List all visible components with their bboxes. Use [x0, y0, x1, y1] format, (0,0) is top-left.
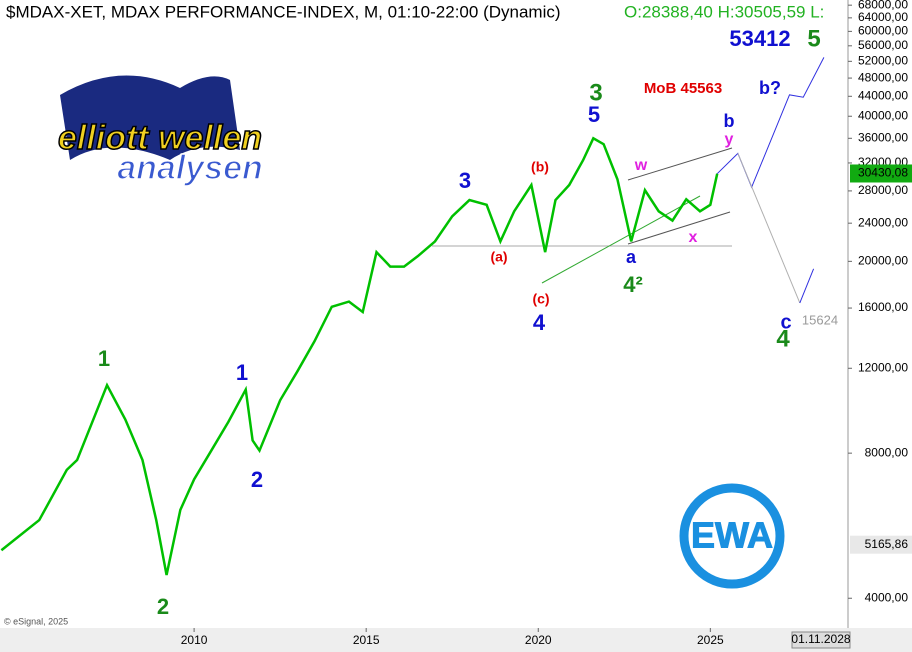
end-date: 01.11.2028	[791, 632, 850, 646]
price-tag: 30430,08	[858, 166, 908, 180]
x-tick-label: 2025	[697, 633, 724, 647]
y-tick-label: 4000,00	[865, 590, 909, 604]
price-tag-box	[850, 164, 912, 183]
trend-lines	[432, 147, 733, 284]
wave-label: w	[634, 157, 648, 174]
price-tag-box	[850, 535, 912, 554]
wave-label: 1	[236, 360, 248, 385]
y-tick-label: 68000,00	[858, 0, 908, 11]
wave-label: (b)	[531, 159, 549, 175]
wave-label: 4	[776, 325, 790, 352]
copyright: © eSignal, 2025	[4, 616, 68, 626]
price-tag: 5165,86	[865, 537, 909, 551]
wave-label: 53412	[729, 26, 790, 51]
x-axis-strip	[0, 628, 912, 652]
x-tick-label: 2015	[353, 633, 380, 647]
projection-line	[799, 268, 815, 304]
y-tick-label: 24000,00	[858, 215, 908, 229]
y-tick-label: 20000,00	[858, 254, 908, 268]
y-tick-label: 28000,00	[858, 183, 908, 197]
wave-label: 15624	[802, 312, 838, 327]
y-tick-label: 36000,00	[858, 130, 908, 144]
wave-label: 3	[459, 168, 471, 193]
wave-label: b?	[759, 78, 781, 98]
x-tick-label: 2020	[525, 633, 552, 647]
projection-line	[716, 57, 825, 189]
chart-title: $MDAX-XET, MDAX PERFORMANCE-INDEX, M, 01…	[6, 2, 561, 21]
end-date-box	[791, 631, 851, 649]
y-tick-label: 64000,00	[858, 10, 908, 24]
logo-line1: elliott wellen	[58, 119, 262, 157]
logo-line2: analysen	[117, 149, 263, 187]
wave-label: (a)	[490, 249, 507, 265]
x-tick-label: 2010	[181, 633, 208, 647]
projection-line	[737, 153, 801, 304]
wave-label: a	[626, 247, 637, 267]
y-tick-label: 48000,00	[858, 70, 908, 84]
wave-label: x	[689, 229, 698, 246]
wave-label: 2	[251, 467, 263, 492]
y-tick-label: 12000,00	[858, 360, 908, 374]
y-tick-label: 52000,00	[858, 53, 908, 67]
wave-label: 4²	[623, 272, 643, 297]
y-tick-label: 60000,00	[858, 24, 908, 38]
logo: elliott wellen analysen EWA	[57, 75, 785, 589]
y-tick-label: 16000,00	[858, 300, 908, 314]
chart-subtitle: O:28388,40 H:30505,59 L:	[624, 2, 824, 21]
y-tick-label: 56000,00	[858, 38, 908, 52]
price-line	[0, 136, 719, 576]
wave-label: (c)	[532, 291, 549, 307]
wave-label: 5	[807, 25, 820, 52]
wave-label: 4	[533, 310, 546, 335]
wave-label: y	[725, 131, 734, 148]
wave-label: 2	[157, 594, 169, 619]
wave-label: 5	[588, 102, 600, 127]
y-tick-label: 40000,00	[858, 108, 908, 122]
logo-badge: EWA	[691, 515, 773, 556]
wave-label: 3	[589, 79, 602, 106]
y-tick-label: 8000,00	[865, 445, 909, 459]
y-tick-label: 44000,00	[858, 88, 908, 102]
wave-label: 1	[98, 346, 110, 371]
wave-label: c	[780, 311, 791, 333]
wave-label: b	[724, 111, 735, 131]
wave-label: MoB 45563	[644, 80, 722, 97]
